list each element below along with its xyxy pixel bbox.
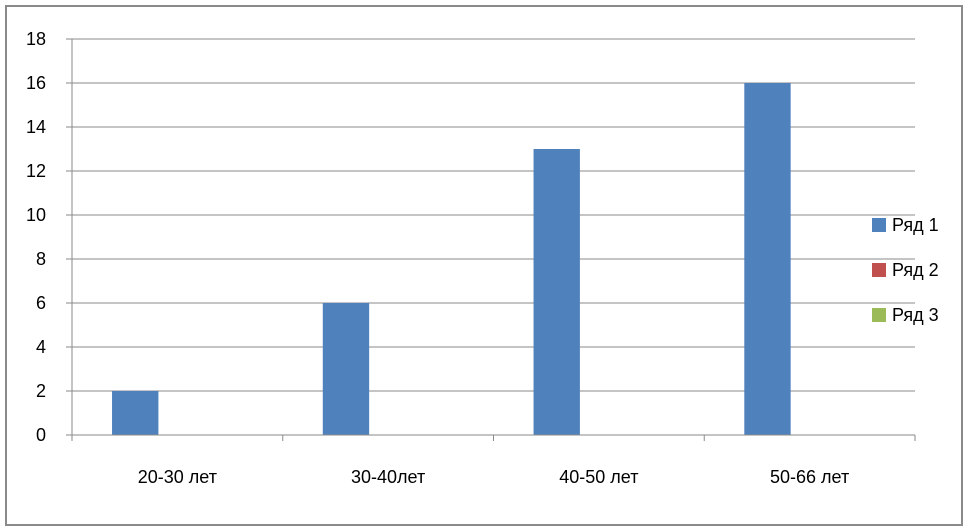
y-tick-label: 16: [26, 73, 46, 93]
y-tick-label: 6: [36, 293, 46, 313]
bar: [322, 303, 370, 435]
legend-swatch: [872, 308, 886, 322]
y-tick-label: 12: [26, 161, 46, 181]
y-tick-labels: 0 2 4 6 8 10 12 14 16 18: [26, 29, 46, 445]
bars: [112, 83, 791, 435]
legend-swatch: [872, 263, 886, 277]
legend: Ряд 1 Ряд 2 Ряд 3: [872, 215, 939, 325]
x-tick-label: 40-50 лет: [559, 467, 638, 487]
legend-label: Ряд 3: [892, 305, 939, 325]
bar: [112, 391, 159, 435]
y-tick-label: 8: [36, 249, 46, 269]
bar: [533, 149, 580, 435]
y-tick-label: 2: [36, 381, 46, 401]
legend-label: Ряд 2: [892, 260, 939, 280]
x-tick-label: 30-40лет: [351, 467, 425, 487]
y-tick-label: 14: [26, 117, 46, 137]
x-tick-labels: 20-30 лет 30-40лет 40-50 лет 50-66 лет: [138, 467, 849, 487]
legend-label: Ряд 1: [892, 215, 939, 235]
axes: [66, 38, 916, 441]
y-tick-label: 18: [26, 29, 46, 49]
x-tick-label: 20-30 лет: [138, 467, 217, 487]
y-tick-label: 4: [36, 337, 46, 357]
x-tick-label: 50-66 лет: [770, 467, 849, 487]
bar: [744, 83, 791, 435]
y-tick-label: 0: [36, 425, 46, 445]
legend-swatch: [872, 218, 886, 232]
chart-frame: [5, 5, 963, 526]
y-tick-label: 10: [26, 205, 46, 225]
